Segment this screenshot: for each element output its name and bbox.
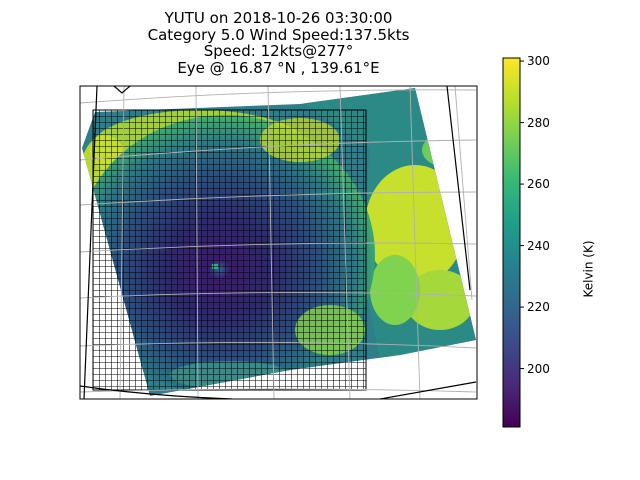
colorbar-axis-label: Kelvin (K) xyxy=(581,240,596,298)
coastlines xyxy=(80,86,477,399)
title-line-1: YUTU on 2018-10-26 03:30:00 xyxy=(164,9,393,27)
map-area xyxy=(80,86,477,399)
figure-title: YUTU on 2018-10-26 03:30:00 Category 5.0… xyxy=(80,10,477,76)
colorbar-ticks xyxy=(520,60,524,370)
overlay-grid xyxy=(92,109,367,391)
colorbar-gradient xyxy=(503,58,520,427)
colorbar-tick-label: 260 xyxy=(527,177,550,192)
map-frame xyxy=(79,85,478,400)
colorbar-tick-label: 240 xyxy=(527,238,550,253)
colorbar-tick-label: 220 xyxy=(527,300,550,315)
title-line-2: Category 5.0 Wind Speed:137.5kts xyxy=(147,25,410,44)
graticule xyxy=(80,86,477,399)
title-line-4: Eye @ 16.87 °N , 139.61°E xyxy=(177,58,380,77)
colorbar-tick-label: 300 xyxy=(527,54,550,69)
title-line-3: Speed: 12kts@277° xyxy=(203,42,354,60)
colorbar-frame xyxy=(502,57,521,428)
colorbar xyxy=(502,57,524,428)
colorbar-tick-label: 280 xyxy=(527,115,550,130)
colorbar-tick-label: 200 xyxy=(527,361,550,376)
